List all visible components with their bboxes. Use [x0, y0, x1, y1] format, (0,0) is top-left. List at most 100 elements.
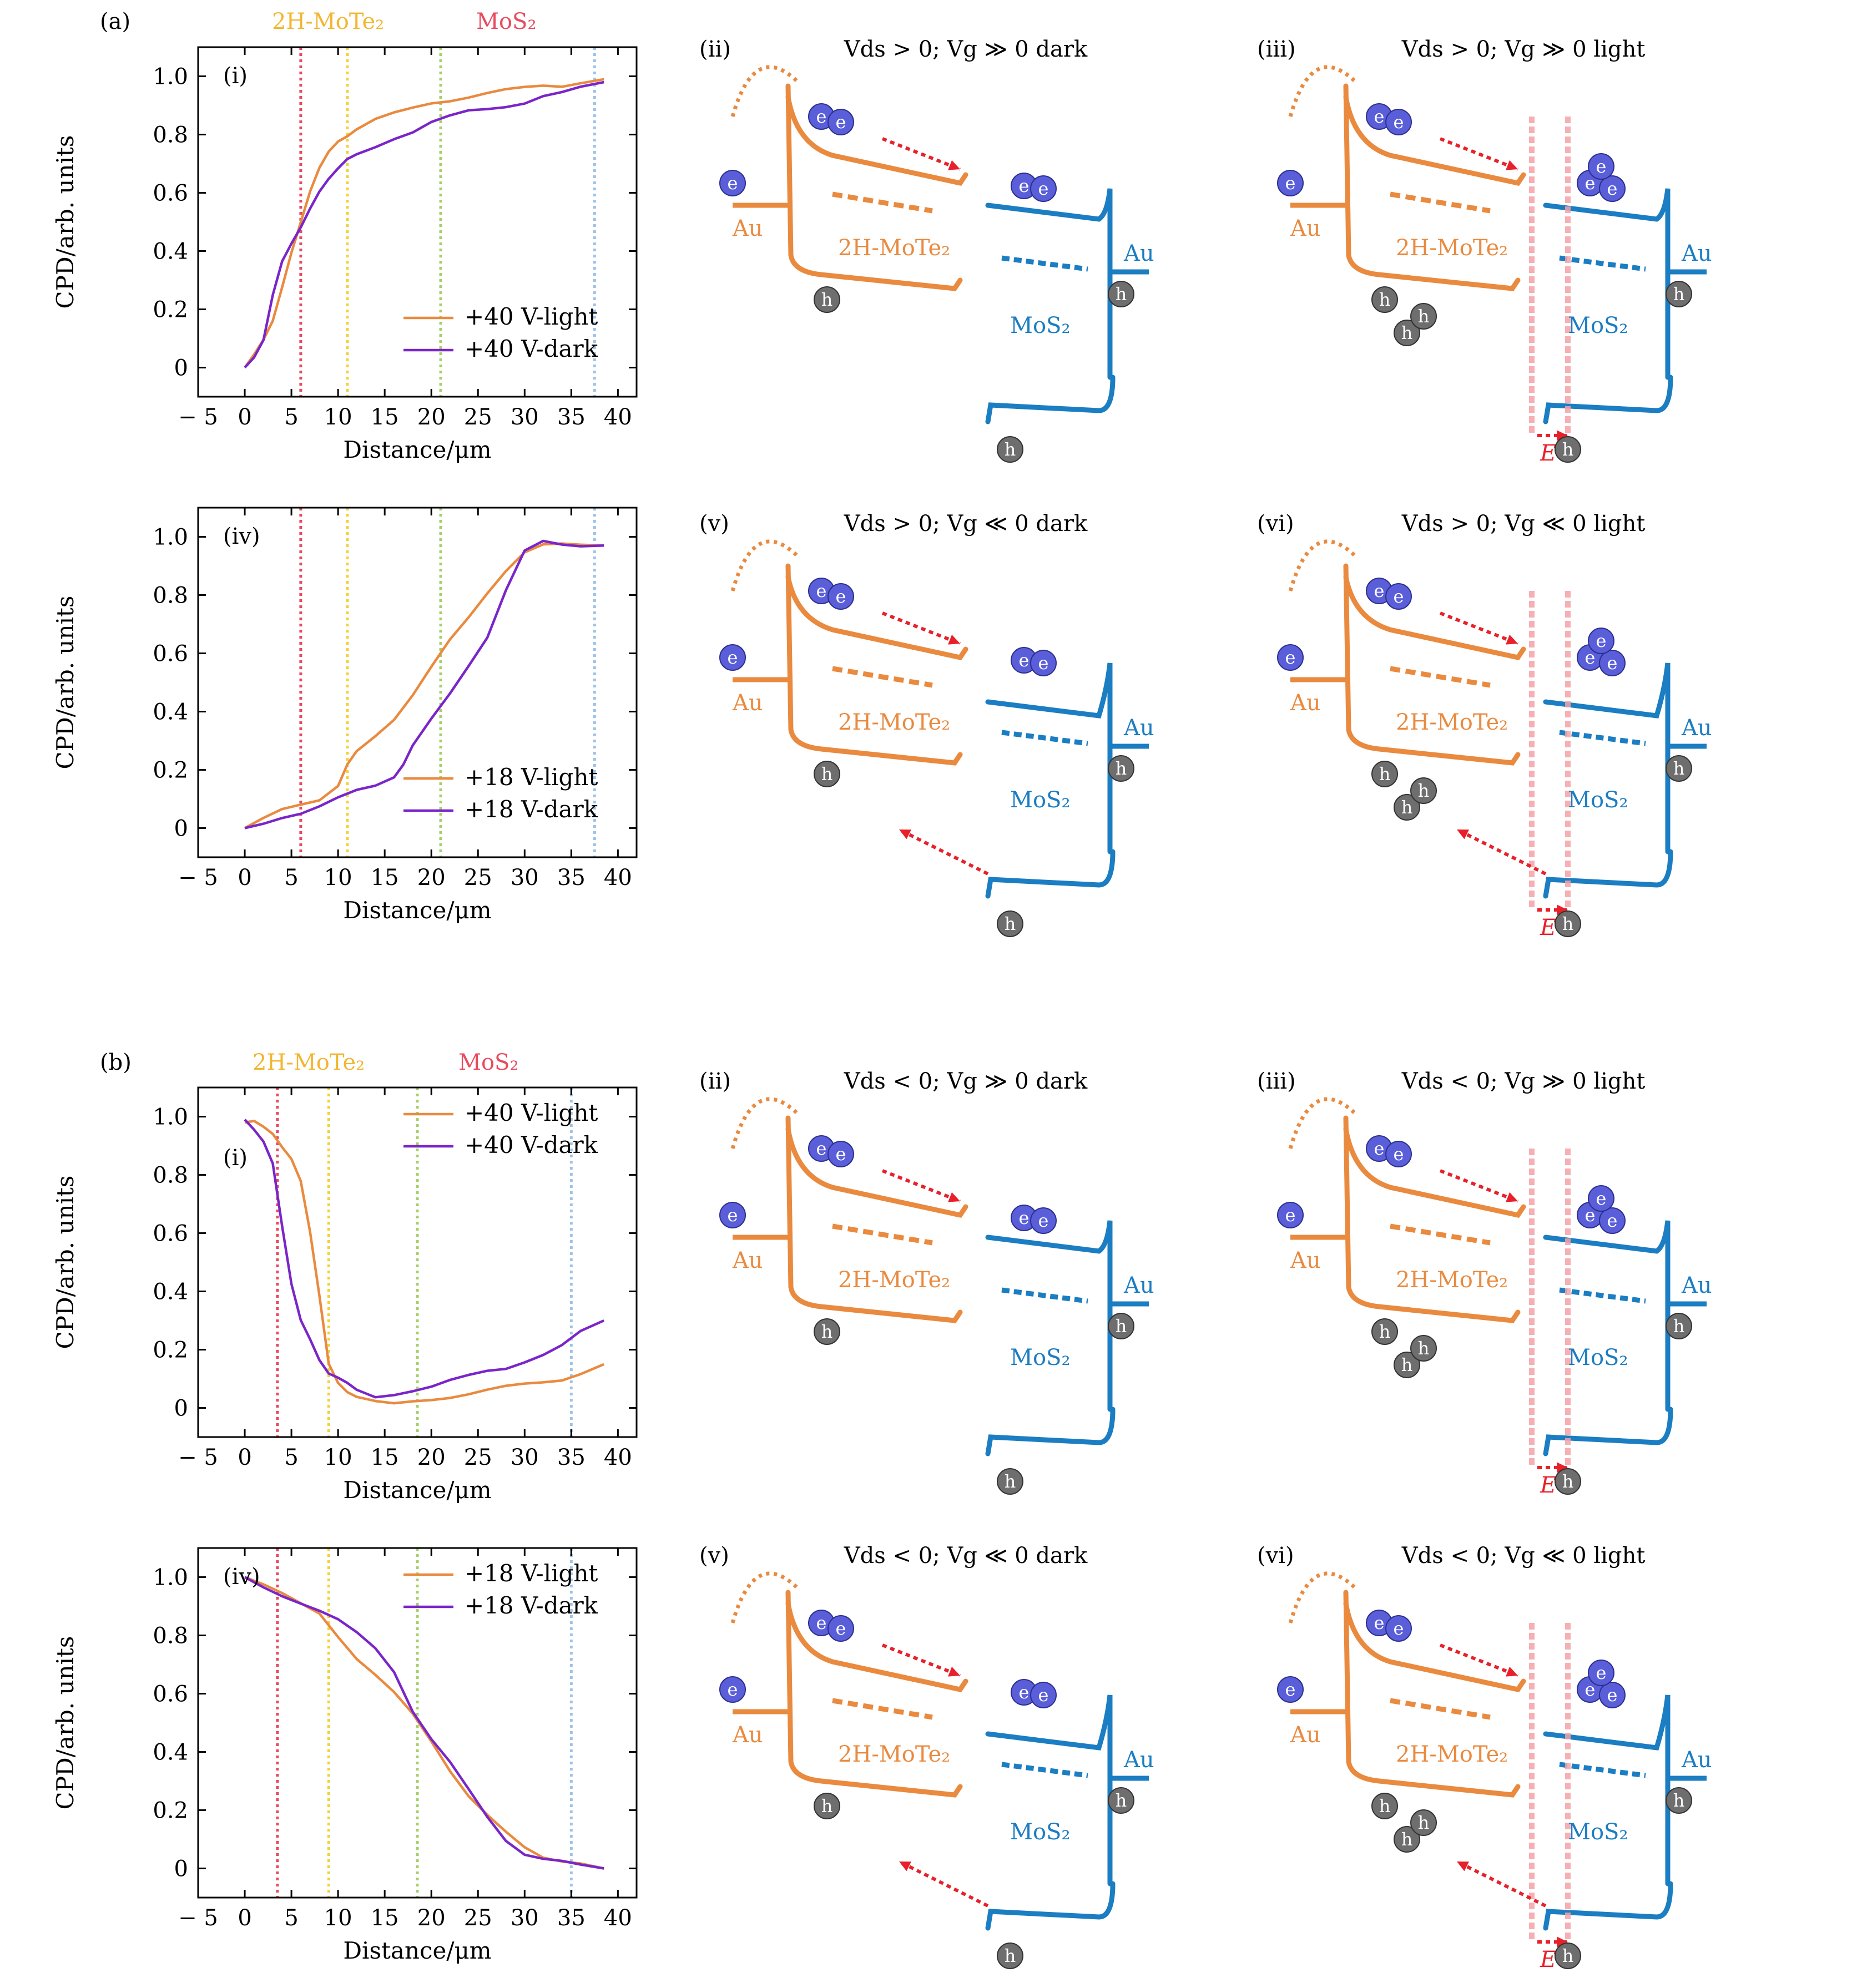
- diagram-title: Vds < 0; Vg ≪ 0 light: [1401, 1543, 1646, 1569]
- y-tick-label: 1.0: [153, 525, 188, 550]
- mos2-conduction-band: [985, 662, 1113, 854]
- y-tick-label: 0.4: [153, 239, 188, 265]
- y-tick-label: 0.8: [153, 123, 188, 148]
- electron-label: e: [1374, 106, 1385, 127]
- y-tick-label: 0.4: [153, 1279, 188, 1305]
- electron-label: e: [836, 112, 846, 133]
- mos2-label: MoS₂: [1010, 1345, 1070, 1370]
- mote2-valence-band: [785, 563, 963, 766]
- mote2-valence-band: [785, 83, 963, 291]
- mos2-conduction-band: [985, 1694, 1113, 1886]
- mos2-valence-band: [1543, 1881, 1673, 1931]
- x-tick-label: 0: [238, 404, 251, 430]
- hole-label: h: [1418, 306, 1430, 327]
- hole-icon: [997, 1468, 1023, 1495]
- hole-icon: [1410, 1335, 1437, 1362]
- x-tick-label: 35: [557, 404, 586, 430]
- y-axis-label: CPD/arb. units: [52, 1176, 79, 1349]
- au-left-label: Au: [732, 1248, 763, 1273]
- hole-icon: [1555, 910, 1581, 937]
- mote2-conduction-band: [785, 94, 968, 186]
- diagram-title: Vds > 0; Vg ≪ 0 light: [1401, 511, 1646, 537]
- mos2-fermi-level: [1559, 730, 1646, 746]
- x-tick-label: 30: [511, 404, 539, 430]
- mote2-label: 2H-MoTe₂: [1396, 1267, 1508, 1293]
- mote2-label: 2H-MoTe₂: [838, 1742, 950, 1767]
- electron-label: e: [728, 1679, 738, 1700]
- series-line-dark: [244, 539, 604, 829]
- hole-icon: [1108, 755, 1134, 782]
- mote2-label: 2H-MoTe₂: [1396, 710, 1508, 735]
- arrow-head-icon: [1557, 1462, 1568, 1473]
- x-tick-label: 15: [371, 1445, 399, 1470]
- x-tick-label: 5: [284, 865, 298, 891]
- electron-icon: [1277, 644, 1304, 671]
- hole-icon: [1108, 281, 1134, 307]
- y-tick-label: 0.6: [153, 181, 188, 206]
- top-label-mos2-a: MoS₂: [476, 9, 536, 34]
- mos2-fermi-level: [1001, 730, 1088, 746]
- electron-label: e: [1285, 1205, 1296, 1226]
- electron-icon: [1030, 1207, 1057, 1234]
- mos2-valence-band: [985, 375, 1116, 424]
- band-diagram-b-vi: (vi) Vds < 0; Vg ≪ 0 light E 2H-MoTe₂ MoS₂ Au…: [1257, 1543, 1712, 1972]
- mote2-label: 2H-MoTe₂: [1396, 1742, 1508, 1767]
- hole-label: h: [1673, 284, 1685, 305]
- mote2-label: 2H-MoTe₂: [838, 710, 950, 735]
- electron-label: e: [1585, 1205, 1596, 1226]
- hole-label: h: [1116, 758, 1127, 779]
- electron-label: e: [1394, 586, 1404, 607]
- series-line-light: [244, 542, 604, 829]
- hole-icon: [1394, 1826, 1420, 1853]
- x-tick-label: 5: [284, 404, 298, 430]
- arrow-head-icon: [1557, 904, 1568, 915]
- au-left-label: Au: [732, 216, 763, 241]
- plot-frame: [197, 1547, 638, 1899]
- series-line-dark: [244, 1119, 605, 1399]
- electron-label: e: [1394, 112, 1404, 133]
- diagram-label: (vi): [1257, 511, 1294, 537]
- hole-icon: [1555, 1468, 1581, 1495]
- legend-label: +18 V-dark: [465, 796, 598, 823]
- x-tick-label: 30: [511, 1905, 539, 1931]
- mos2-valence-band: [985, 1407, 1116, 1456]
- hole-icon: [1371, 1318, 1398, 1345]
- legend-label: +40 V-dark: [465, 1131, 598, 1159]
- section-label-a: (a): [100, 9, 130, 34]
- y-tick-label: 0.4: [153, 700, 188, 725]
- mos2-label: MoS₂: [1568, 313, 1628, 338]
- electron-label: e: [1038, 1685, 1049, 1706]
- mote2-label: 2H-MoTe₂: [838, 1267, 950, 1293]
- x-tick-label: 15: [371, 404, 399, 430]
- arrow-head-icon: [1457, 829, 1469, 839]
- electron-label: e: [1038, 1210, 1049, 1231]
- band-diagram-a-ii: (ii) Vds > 0; Vg ≫ 0 dark 2H-MoTe₂ MoS₂ Au Au…: [699, 37, 1154, 463]
- mote2-label: 2H-MoTe₂: [838, 235, 950, 261]
- x-tick-label: 40: [604, 1445, 632, 1470]
- hole-label: h: [1401, 797, 1413, 818]
- arrow-head-icon: [1557, 1936, 1568, 1947]
- mote2-conduction-band: [1343, 1126, 1526, 1218]
- electron-label: e: [1285, 647, 1296, 668]
- hole-label: h: [1116, 284, 1127, 305]
- hole-icon: [814, 286, 840, 313]
- x-tick-label: 30: [511, 865, 539, 891]
- y-tick-label: 0.2: [153, 297, 188, 323]
- diagram-label: (v): [699, 511, 729, 537]
- electron-icon: [719, 170, 746, 196]
- series-line-light: [244, 78, 604, 368]
- plot-frame: [197, 46, 638, 398]
- hole-icon: [814, 761, 840, 787]
- electron-icon: [1385, 1615, 1412, 1642]
- tunneling-arrow: [730, 65, 801, 117]
- y-axis-label: CPD/arb. units: [52, 1636, 79, 1810]
- au-right-label: Au: [1681, 1747, 1712, 1773]
- flow-arrow: [898, 1860, 989, 1908]
- chart-a-iv: − 5 0 5 10 15 20 25 30 35 40 0 0.2 0.4 0.6 0.8 1.0 Dista…: [52, 507, 638, 924]
- arrow-head-icon: [1506, 1666, 1518, 1677]
- x-tick-label: 25: [464, 1905, 492, 1931]
- panel-label: (i): [223, 1145, 248, 1171]
- au-left-label: Au: [732, 1722, 763, 1748]
- mote2-fermi-level: [832, 1223, 933, 1246]
- x-tick-label: 5: [284, 1905, 298, 1931]
